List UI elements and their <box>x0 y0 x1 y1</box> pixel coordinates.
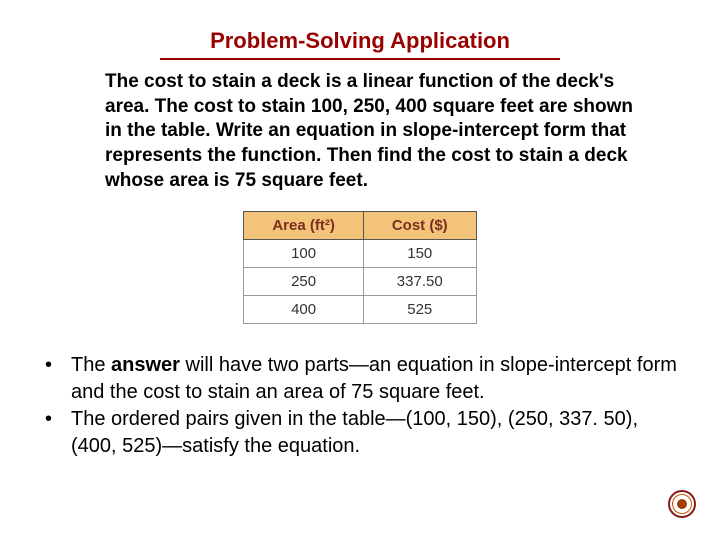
bullet-item-1: The answer will have two parts—an equati… <box>71 352 685 406</box>
table-cell: 337.50 <box>363 268 476 296</box>
section-title: Problem-Solving Application <box>160 28 560 60</box>
bullet-list: • The answer will have two parts—an equa… <box>45 352 685 460</box>
table-cell: 400 <box>244 296 364 324</box>
table-row: 400 525 <box>244 296 476 324</box>
table-cell: 100 <box>244 240 364 268</box>
bullet-item-2: The ordered pairs given in the table—(10… <box>71 406 685 460</box>
data-table: Area (ft²) Cost ($) 100 150 250 337.50 4… <box>243 211 476 324</box>
table-header-cost: Cost ($) <box>363 212 476 240</box>
bullet-1-bold: answer <box>111 354 180 376</box>
table-row: 250 337.50 <box>244 268 476 296</box>
table-cell: 525 <box>363 296 476 324</box>
bullet-dot: • <box>45 352 71 406</box>
table-cell: 250 <box>244 268 364 296</box>
problem-statement: The cost to stain a deck is a linear fun… <box>105 70 655 193</box>
target-icon <box>668 490 696 518</box>
table-row: 100 150 <box>244 240 476 268</box>
table-cell: 150 <box>363 240 476 268</box>
table-header-area: Area (ft²) <box>244 212 364 240</box>
bullet-1-pre: The <box>71 354 111 376</box>
bullet-dot: • <box>45 406 71 460</box>
